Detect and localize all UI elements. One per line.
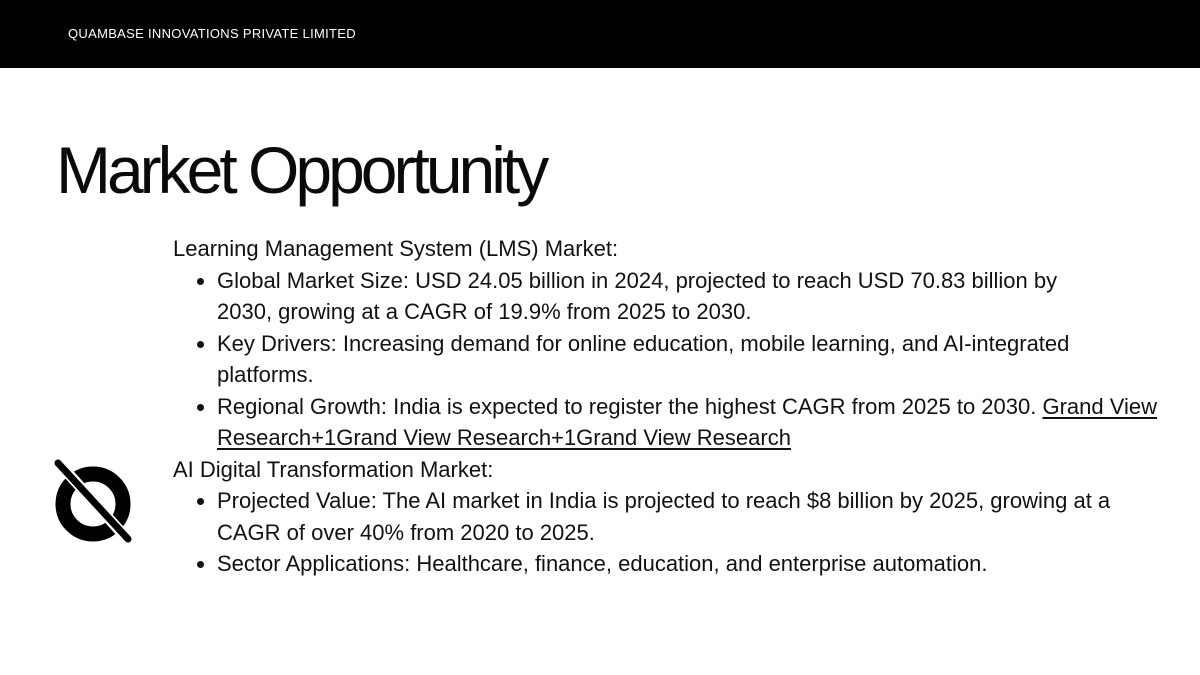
lms-section-heading: Learning Management System (LMS) Market:: [173, 236, 619, 261]
ai-bullet-list: Projected Value: The AI market in India …: [173, 485, 1173, 580]
page-title: Market Opportunity: [56, 133, 549, 207]
list-item-text: Sector Applications: Healthcare, finance…: [217, 551, 988, 576]
header-bar: QUAMBASE INNOVATIONS PRIVATE LIMITED: [0, 0, 1200, 68]
lms-regional-growth-item: Regional Growth: India is expected to re…: [173, 391, 1173, 454]
circle-slash-logo-icon: [52, 457, 134, 545]
source-link[interactable]: Grand View Research+1Grand View Research…: [217, 393, 1158, 451]
list-item-text: Key Drivers: Increasing demand for onlin…: [217, 330, 1070, 388]
list-item-text: Regional Growth: India is expected to re…: [217, 393, 1037, 419]
market-content: Learning Management System (LMS) Market:…: [173, 233, 1173, 580]
list-item-text: Global Market Size: USD 24.05 billion in…: [217, 267, 1058, 325]
list-item-text: Projected Value: The AI market in India …: [217, 488, 1111, 545]
lms-market-size-item: Global Market Size: USD 24.05 billion in…: [173, 265, 1117, 328]
ai-projected-value-item: Projected Value: The AI market in India …: [173, 485, 1117, 548]
ai-section-heading: AI Digital Transformation Market:: [173, 456, 494, 482]
lms-key-drivers-item: Key Drivers: Increasing demand for onlin…: [173, 328, 1117, 391]
ai-sector-applications-item: Sector Applications: Healthcare, finance…: [173, 548, 1173, 580]
company-name: QUAMBASE INNOVATIONS PRIVATE LIMITED: [68, 26, 356, 41]
lms-bullet-list: Global Market Size: USD 24.05 billion in…: [173, 265, 1173, 454]
